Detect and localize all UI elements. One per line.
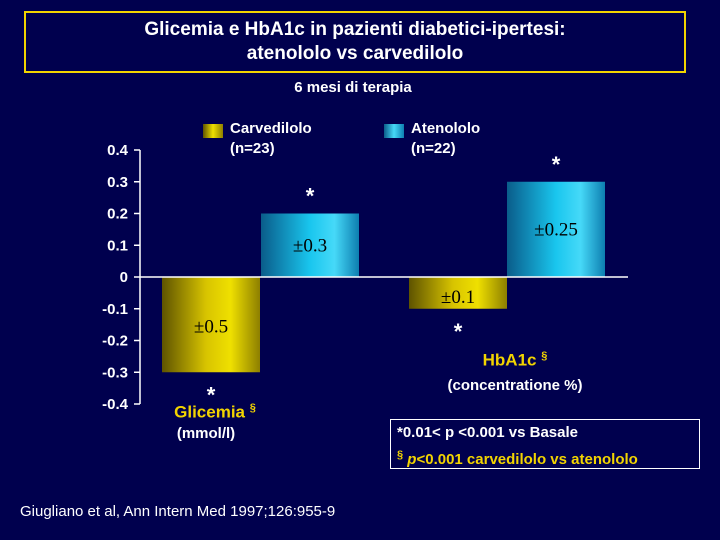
legend-carvedilolo-n: (n=23) [230,140,275,157]
title-box: Glicemia e HbA1c in pazienti diabetici-i… [24,11,686,73]
y-tick-label: 0.4 [107,142,129,159]
data-label: ±0.5 [194,317,228,338]
y-tick-label: -0.4 [102,396,129,413]
legend-label-carvedilolo: Carvedilolo (n=23) [230,119,312,159]
category-glicemia-main: Glicemia § [174,402,256,422]
citation: Giugliano et al, Ann Intern Med 1997;126… [20,503,336,520]
significance-marker: * [552,152,561,177]
category-glicemia-unit: (mmol/l) [176,424,236,442]
y-tick-label: 0 [120,269,128,286]
legend-swatch-carvedilolo [203,124,223,138]
category-label-hba1c: HbA1c § (concentratione %) [405,350,625,394]
legend-label-atenololo: Atenololo (n=22) [411,119,480,159]
stat-line-group-comparison: § p<0.001 carvedilolo vs atenololo [397,449,638,468]
y-tick-label: 0.1 [107,237,128,254]
data-label: ±0.25 [534,219,578,240]
bar-carvedilolo-0 [162,277,260,373]
category-hba1c-unit: (concentratione %) [447,376,583,394]
data-label: ±0.1 [441,287,475,308]
data-label: ±0.3 [293,235,327,256]
chart-subtitle: 6 mesi di terapia [294,79,412,96]
title-line-2: atenololo vs carvedilolo [246,43,464,64]
category-hba1c-main: HbA1c § [482,350,548,370]
legend-atenololo-name: Atenololo [411,120,481,137]
bar-atenololo-0 [261,213,359,277]
y-tick-label: -0.1 [102,301,128,318]
bar-carvedilolo-1 [409,277,507,309]
legend-atenololo-n: (n=22) [411,140,456,157]
title-line-1: Glicemia e HbA1c in pazienti diabetici-i… [144,19,566,40]
category-label-glicemia: Glicemia § (mmol/l) [150,402,280,442]
y-tick-label: -0.3 [102,364,128,381]
statistics-box: *0.01< p <0.001 vs Basale § p<0.001 carv… [390,419,700,469]
bar-atenololo-1 [507,181,605,277]
significance-marker: * [454,319,463,344]
y-tick-label: 0.3 [107,174,128,191]
significance-marker: * [306,184,315,209]
legend-carvedilolo-name: Carvedilolo [230,120,312,137]
y-tick-label: 0.2 [107,206,128,223]
legend-swatch-atenololo [384,124,404,138]
significance-marker: * [207,382,216,407]
stat-line-basale: *0.01< p <0.001 vs Basale [397,424,578,441]
y-tick-label: -0.2 [102,333,128,350]
